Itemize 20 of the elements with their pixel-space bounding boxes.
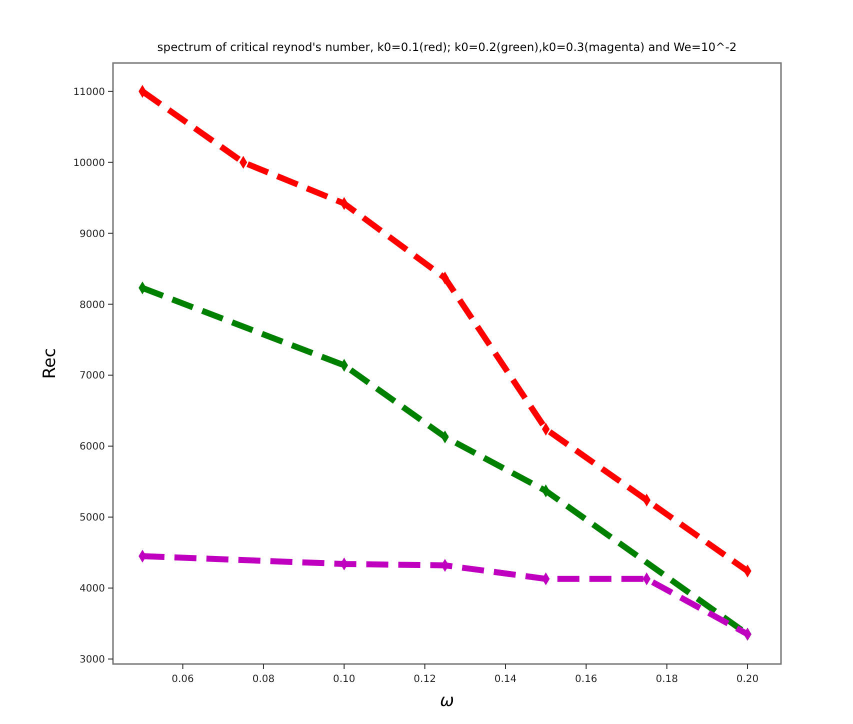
- y-tick-label: 3000: [80, 654, 105, 666]
- x-tick-label: 0.08: [252, 674, 275, 685]
- y-tick-label: 10000: [73, 158, 105, 169]
- y-tick-label: 9000: [80, 228, 105, 240]
- y-tick-label: 11000: [73, 86, 105, 98]
- y-axis-title: Rec: [40, 348, 60, 379]
- chart-title: spectrum of critical reynod's number, k0=0.1(red); k0=0.2(green),k0=0.3(magenta) and We=10^-2: [157, 40, 737, 54]
- x-tick-label: 0.20: [736, 674, 759, 685]
- y-tick-label: 8000: [80, 300, 105, 311]
- y-tick-label: 7000: [80, 370, 105, 382]
- x-tick-label: 0.18: [656, 674, 678, 685]
- x-tick-label: 0.10: [333, 674, 356, 685]
- x-tick-label: 0.06: [172, 674, 194, 685]
- x-axis-title: ω: [440, 691, 454, 711]
- x-tick-label: 0.16: [575, 674, 598, 685]
- y-tick-label: 4000: [80, 584, 105, 595]
- x-tick-label: 0.12: [414, 674, 436, 685]
- y-tick-label: 6000: [80, 442, 105, 453]
- y-tick-label: 5000: [80, 512, 105, 524]
- x-tick-label: 0.14: [494, 674, 517, 685]
